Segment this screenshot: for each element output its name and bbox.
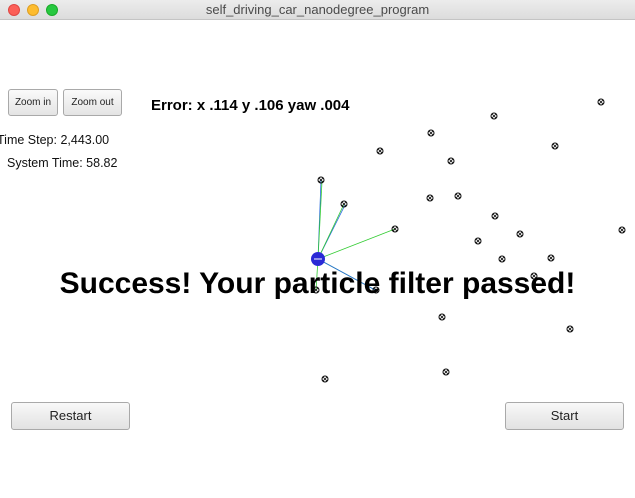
landmark-marker [474, 237, 482, 245]
landmark-marker [597, 98, 605, 106]
window-title: self_driving_car_nanodegree_program [205, 2, 430, 17]
maximize-window-button[interactable] [46, 4, 58, 16]
vehicle [311, 252, 325, 266]
landmark-marker [426, 194, 434, 202]
error-readout: Error: x .114 y .106 yaw .004 [151, 97, 350, 114]
observation-line [317, 228, 396, 260]
minimize-window-button[interactable] [27, 4, 39, 16]
system-time-readout: System Time: 58.82 [7, 156, 118, 170]
simulation-canvas [311, 98, 626, 383]
zoom-in-button[interactable]: Zoom in [8, 89, 58, 116]
landmark-marker [317, 176, 325, 184]
landmark-marker [372, 286, 380, 294]
landmark-marker [490, 112, 498, 120]
window-titlebar: self_driving_car_nanodegree_program [0, 0, 635, 20]
landmark-marker [491, 212, 499, 220]
landmark-marker [312, 286, 320, 294]
start-button[interactable]: Start [505, 402, 624, 430]
landmark-marker [376, 147, 384, 155]
landmark-marker [530, 272, 538, 280]
landmark-marker [498, 255, 506, 263]
landmark-marker [447, 157, 455, 165]
landmark-marker [442, 368, 450, 376]
landmark-marker [321, 375, 329, 383]
observation-line [317, 258, 378, 292]
restart-button[interactable]: Restart [11, 402, 130, 430]
observation-line [317, 180, 323, 260]
success-message: Success! Your particle filter passed! [59, 267, 576, 300]
simulator-viewport: Zoom in Zoom out Error: x .114 y .106 ya… [0, 21, 635, 498]
observation-lines [315, 179, 396, 292]
close-window-button[interactable] [8, 4, 20, 16]
landmark-marker [427, 129, 435, 137]
zoom-out-button[interactable]: Zoom out [63, 89, 122, 116]
landmark-marker [551, 142, 559, 150]
time-step-readout: Time Step: 2,443.00 [0, 133, 110, 147]
landmarks-layer [312, 98, 626, 383]
landmark-marker [438, 313, 446, 321]
landmark-marker [391, 225, 399, 233]
observation-line [317, 203, 345, 260]
landmark-marker [340, 200, 348, 208]
landmark-marker [547, 254, 555, 262]
landmark-marker [618, 226, 626, 234]
landmark-marker [454, 192, 462, 200]
landmark-marker [516, 230, 524, 238]
landmark-marker [566, 325, 574, 333]
